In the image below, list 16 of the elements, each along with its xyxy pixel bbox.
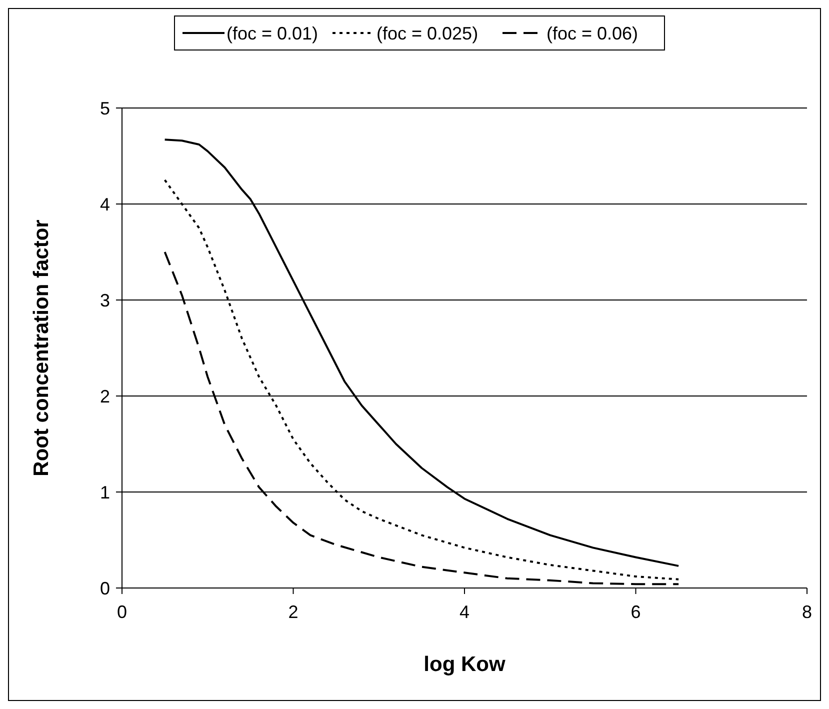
x-tick-label: 4	[459, 602, 470, 622]
x-axis-title: log Kow	[424, 653, 506, 676]
y-axis-title: Root concentration factor	[30, 220, 53, 476]
x-tick-label: 6	[630, 602, 641, 622]
y-tick-label: 4	[100, 194, 110, 214]
legend-label: (foc = 0.025)	[376, 23, 478, 44]
y-tick-label: 0	[100, 578, 110, 598]
x-tick-label: 0	[116, 602, 128, 622]
x-tick-label: 2	[288, 602, 298, 622]
y-tick-label: 5	[100, 98, 110, 118]
legend-label: (foc = 0.01)	[226, 23, 318, 44]
y-tick-label: 1	[100, 482, 110, 502]
y-tick-label: 3	[100, 290, 110, 310]
x-tick-label: 8	[802, 602, 812, 622]
y-tick-label: 2	[100, 386, 110, 406]
legend-label: (foc = 0.06)	[546, 23, 638, 44]
